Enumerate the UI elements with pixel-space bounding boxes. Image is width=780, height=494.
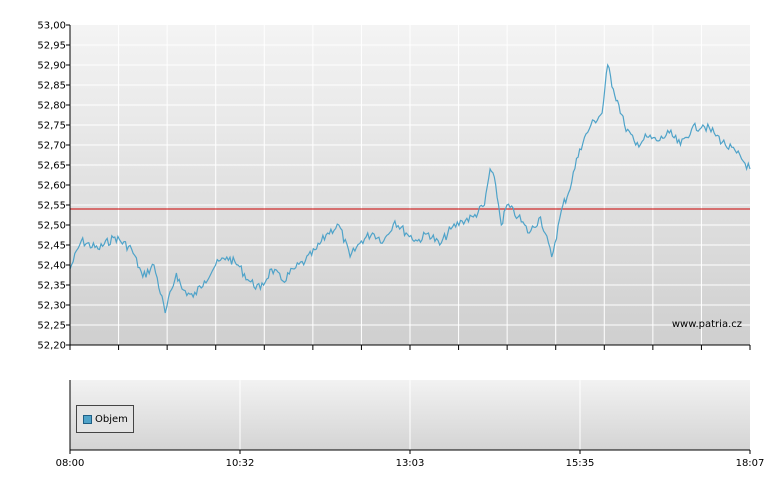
price-panel: 52,20 52,25 52,30 52,35 52,40 52,45 52,50 52,55… [37, 21, 751, 352]
y-tick-label: 52,50 [37, 221, 66, 232]
y-tick-label: 52,90 [37, 61, 66, 72]
x-tick-label: 10:32 [226, 458, 255, 469]
y-tick-label: 52,25 [37, 321, 66, 332]
x-tick-label: 15:35 [566, 458, 595, 469]
volume-panel: 08:00 10:32 13:03 15:35 18:07 [56, 380, 765, 469]
x-tick-label: 13:03 [396, 458, 425, 469]
y-tick-label: 52,55 [37, 201, 66, 212]
legend-swatch [83, 414, 92, 424]
legend-label-objem: Objem [95, 413, 128, 425]
x-tick-labels: 08:00 10:32 13:03 15:35 18:07 [56, 450, 765, 469]
x-tick-label: 18:07 [736, 458, 765, 469]
price-grid [70, 25, 750, 345]
price-y-tick-labels: 52,20 52,25 52,30 52,35 52,40 52,45 52,50 52,55… [37, 21, 70, 352]
y-tick-label: 52,35 [37, 281, 66, 292]
y-tick-label: 52,85 [37, 81, 66, 92]
y-tick-label: 52,65 [37, 161, 66, 172]
y-tick-label: 52,80 [37, 101, 66, 112]
price-x-ticks [69, 345, 751, 350]
y-tick-label: 52,30 [37, 301, 66, 312]
y-tick-label: 52,45 [37, 241, 66, 252]
x-tick-label: 08:00 [56, 458, 85, 469]
y-tick-label: 52,20 [37, 341, 66, 352]
volume-legend: Objem [76, 405, 134, 433]
y-tick-label: 52,40 [37, 261, 66, 272]
y-tick-label: 52,60 [37, 181, 66, 192]
y-tick-label: 52,75 [37, 121, 66, 132]
y-tick-label: 52,95 [37, 41, 66, 52]
y-tick-label: 52,70 [37, 141, 66, 152]
price-series-line [69, 63, 751, 314]
y-tick-label: 53,00 [37, 21, 66, 32]
volume-grid [239, 380, 581, 450]
watermark: www.patria.cz [672, 319, 742, 330]
